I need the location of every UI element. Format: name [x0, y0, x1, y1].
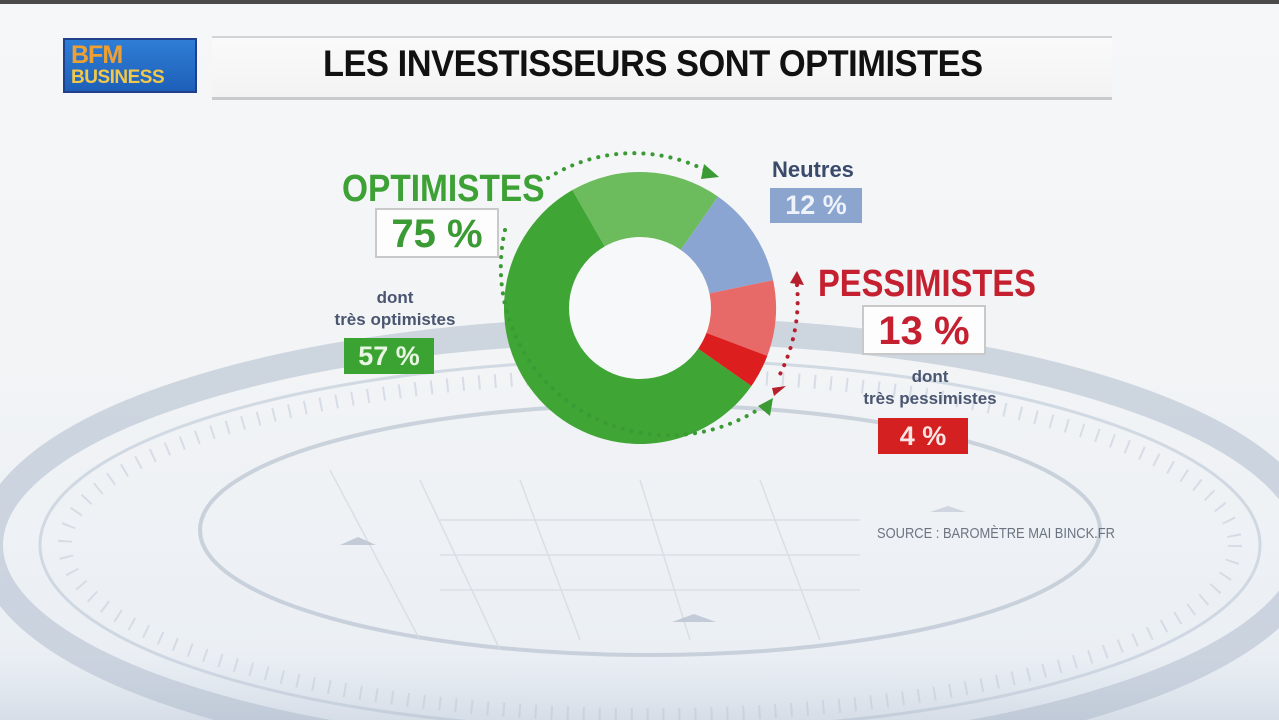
- source-note: SOURCE : BAROMÈTRE MAI BINCK.FR: [877, 525, 1115, 542]
- tres-pessimistes-caption: dont très pessimistes: [830, 366, 1030, 410]
- neutres-label: Neutres: [772, 157, 854, 182]
- logo-line1: BFM: [71, 41, 123, 69]
- caption-line1: dont: [911, 367, 949, 386]
- page-title: LES INVESTISSEURS SONT OPTIMISTES: [323, 43, 983, 84]
- caption-line1: dont: [376, 288, 414, 307]
- donut-segment-neutres: [680, 196, 774, 294]
- arrow-icon-optimistes-top: [701, 164, 719, 179]
- tres-pessimistes-badge: 4 %: [878, 418, 968, 454]
- donut-hole: [569, 237, 711, 379]
- optimistes-label: OPTIMISTES: [342, 168, 545, 210]
- arrow-icon-pessimistes-up: [790, 271, 804, 285]
- optimistes-dotted-arc-bottom: [498, 228, 767, 438]
- pessimistes-value-box: 13 %: [862, 305, 986, 355]
- logo-line2: BUSINESS: [71, 67, 165, 88]
- caption-line2: très optimistes: [334, 310, 456, 329]
- pessimistes-dotted-arc: [776, 283, 800, 380]
- bfm-business-logo: BFM BUSINESS: [63, 38, 197, 93]
- donut-segment-très-optimistes: [503, 189, 752, 445]
- donut-segments: [503, 172, 776, 445]
- optimistes-dotted-arc-top: [546, 151, 707, 180]
- donut-segment-optimistes-autres-: [572, 172, 719, 251]
- donut-segment-pessimistes-autres-: [705, 280, 776, 356]
- title-band: [212, 36, 1112, 100]
- tres-optimistes-badge: 57 %: [344, 338, 434, 374]
- optimistes-value-box: 75 %: [375, 208, 499, 258]
- top-strip: [0, 0, 1279, 4]
- donut-segment-très-pessimistes: [697, 332, 768, 387]
- caption-line2: très pessimistes: [863, 389, 997, 408]
- neutres-badge: 12 %: [770, 188, 862, 223]
- pessimistes-label: PESSIMISTES: [818, 263, 1036, 305]
- tres-optimistes-caption: dont très optimistes: [320, 287, 470, 331]
- arrow-icon-pessimistes-down: [772, 386, 786, 396]
- arrow-icon-optimistes-bottom: [758, 398, 773, 416]
